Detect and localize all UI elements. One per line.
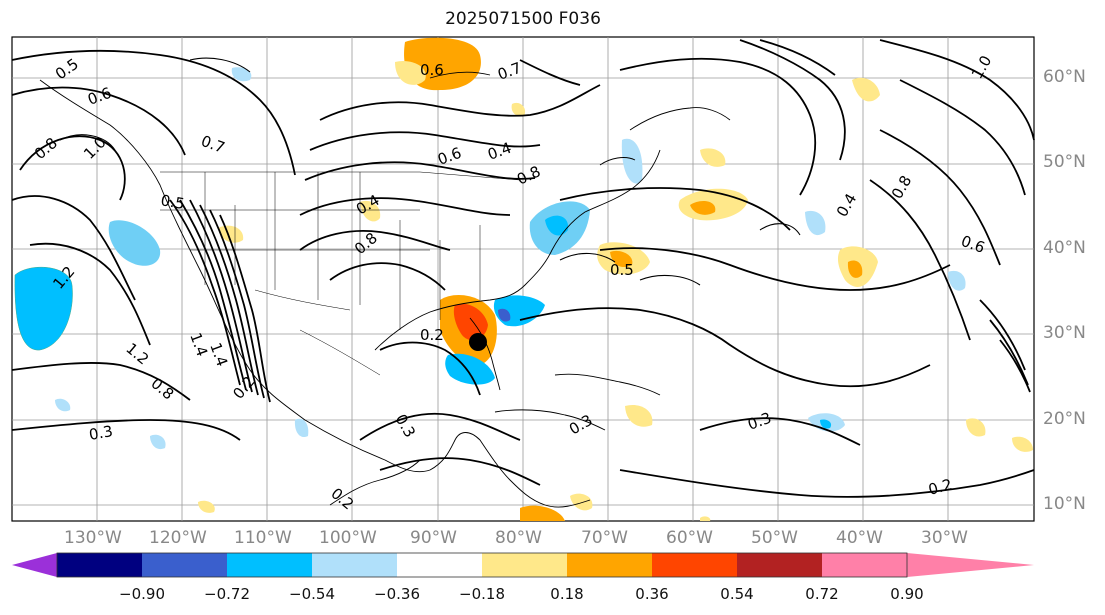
colorbar-segment	[142, 553, 227, 577]
lat-label-60n: 60°N	[1043, 67, 1086, 87]
lat-label-40n: 40°N	[1043, 238, 1086, 258]
colorbar-label: 0.54	[720, 585, 754, 603]
political-borders	[160, 171, 521, 376]
lon-label-110w: 110°W	[234, 528, 292, 548]
colorbar-segment	[312, 553, 397, 577]
lat-label-50n: 50°N	[1043, 152, 1086, 172]
lon-label-100w: 100°W	[319, 528, 377, 548]
contours	[11, 39, 1035, 498]
minor-contours	[59, 57, 801, 286]
colorbar-segment	[737, 553, 822, 577]
colorbar-arrow-left	[12, 553, 57, 577]
lat-label-20n: 20°N	[1043, 409, 1086, 429]
contour-label: 0.5	[159, 191, 186, 213]
lon-label-130w: 130°W	[64, 528, 122, 548]
colorbar-segment	[57, 553, 142, 577]
colorbar	[12, 552, 1034, 578]
contour-label: 0.2	[420, 326, 444, 344]
colorbar-label: −0.90	[119, 585, 165, 603]
storm-center-marker	[469, 333, 487, 351]
lon-label-50w: 50°W	[751, 528, 798, 548]
colorbar-label: 0.18	[550, 585, 584, 603]
colorbar-label: −0.18	[459, 585, 505, 603]
lon-label-30w: 30°W	[921, 528, 968, 548]
colorbar-label: −0.36	[374, 585, 420, 603]
map-title: 2025071500 F036	[445, 9, 601, 29]
lon-label-120w: 120°W	[149, 528, 207, 548]
colorbar-label: −0.54	[289, 585, 335, 603]
coastlines	[39, 71, 731, 508]
colorbar-label: −0.72	[204, 585, 250, 603]
graticule	[12, 37, 1034, 521]
colorbar-outline	[56, 552, 908, 578]
colorbar-label: 0.90	[890, 585, 924, 603]
lon-label-70w: 70°W	[581, 528, 628, 548]
contour-label: 0.6	[420, 61, 444, 79]
colorbar-arrow-right	[907, 553, 1034, 577]
colorbar-label: 0.36	[635, 585, 669, 603]
colorbar-segment	[227, 553, 312, 577]
colorbar-label: 0.72	[805, 585, 839, 603]
lon-label-80w: 80°W	[495, 528, 542, 548]
colorbar-segment	[397, 553, 482, 577]
contour-label: 0.2	[926, 475, 954, 499]
colorbar-segment	[567, 553, 652, 577]
colorbar-segment	[822, 553, 907, 577]
colorbar-segment	[652, 553, 737, 577]
lat-label-10n: 10°N	[1043, 494, 1086, 514]
lon-label-60w: 60°W	[666, 528, 713, 548]
contour-label: 0.5	[610, 261, 634, 279]
contour-label: 0.3	[88, 422, 115, 444]
colorbar-segment	[482, 553, 567, 577]
lon-label-90w: 90°W	[410, 528, 457, 548]
lat-label-30n: 30°N	[1043, 323, 1086, 343]
lon-label-40w: 40°W	[836, 528, 883, 548]
